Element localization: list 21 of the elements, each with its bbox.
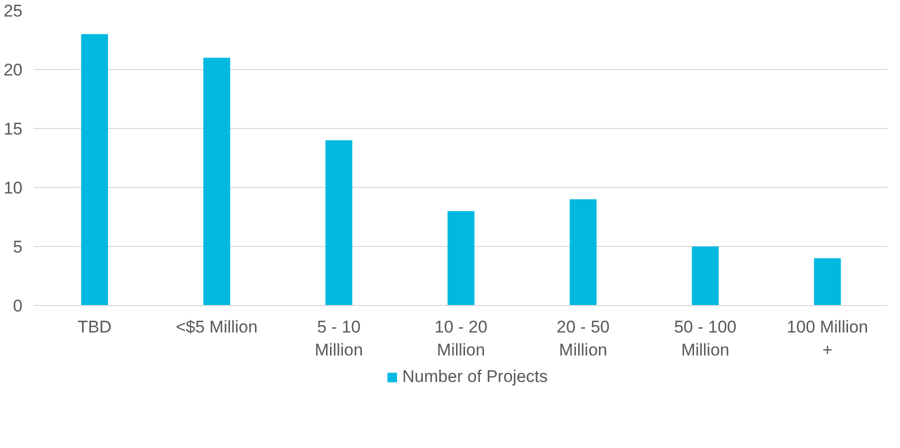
bar	[325, 140, 352, 306]
x-tick-label: <$5 Million	[176, 318, 258, 336]
y-tick-label: 10	[4, 178, 23, 198]
bar	[448, 211, 474, 306]
y-tick-label: 0	[13, 296, 23, 316]
x-tick-label: 100 Million +	[786, 318, 868, 360]
y-tick-label: 15	[4, 120, 23, 138]
x-tick-label: TBD	[78, 318, 112, 336]
bar	[692, 246, 719, 306]
bar	[570, 199, 597, 306]
legend-label: Number of Projects	[402, 367, 548, 387]
y-tick-label: 20	[4, 60, 23, 80]
bar	[814, 258, 841, 306]
x-tick-label: 5 - 10 Million	[314, 318, 363, 360]
bar	[203, 58, 230, 306]
x-tick-label: 20 - 50 Million	[556, 318, 610, 360]
x-tick-label: 50 - 100 Million	[674, 318, 736, 360]
bar	[81, 34, 108, 306]
x-tick-label: 10 - 20 Million	[434, 318, 488, 360]
y-tick-label: 5	[13, 238, 23, 256]
y-tick-label: 25	[4, 2, 23, 20]
